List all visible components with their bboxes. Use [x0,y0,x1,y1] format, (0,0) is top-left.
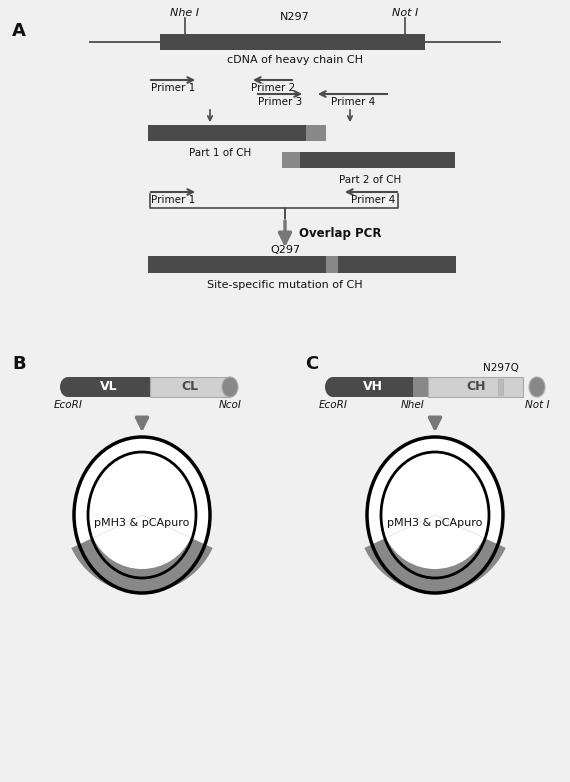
Text: pMH3 & pCApuro: pMH3 & pCApuro [94,518,190,528]
Wedge shape [71,515,213,593]
Ellipse shape [60,377,76,397]
Text: Primer 1: Primer 1 [151,83,195,93]
Ellipse shape [325,377,341,397]
Wedge shape [364,515,506,593]
Text: A: A [12,22,26,40]
Text: CH: CH [466,381,486,393]
Text: Primer 2: Primer 2 [251,83,295,93]
Text: VL: VL [100,381,118,393]
Text: Not I: Not I [525,400,549,410]
Text: CL: CL [181,381,198,393]
Bar [160,34,425,50]
Text: C: C [305,355,318,373]
Text: pMH3 & pCApuro: pMH3 & pCApuro [387,518,483,528]
Text: Part 1 of CH: Part 1 of CH [189,148,251,158]
Text: Overlap PCR: Overlap PCR [299,228,381,241]
Bar [300,152,455,168]
Text: Primer 1: Primer 1 [151,195,195,205]
Text: N297Q: N297Q [483,363,519,373]
Text: EcoRI: EcoRI [54,400,83,410]
Text: Part 2 of CH: Part 2 of CH [339,175,401,185]
Bar [306,125,326,141]
Ellipse shape [367,437,503,593]
Ellipse shape [222,377,238,397]
Text: cDNA of heavy chain CH: cDNA of heavy chain CH [227,55,363,65]
Ellipse shape [529,377,545,397]
Bar [282,152,300,168]
Text: Primer 4: Primer 4 [331,97,375,107]
Text: Primer 3: Primer 3 [258,97,302,107]
Text: Not I: Not I [392,8,418,18]
Text: B: B [12,355,26,373]
Bar [68,377,150,397]
Text: Q297: Q297 [270,245,300,255]
Bar [326,256,338,273]
Bar [150,377,230,397]
Bar [148,125,306,141]
Text: NheI: NheI [401,400,425,410]
Text: VH: VH [363,381,383,393]
Bar [498,379,503,395]
Bar [338,256,456,273]
Bar [148,256,326,273]
Ellipse shape [74,437,210,593]
Text: Nhe I: Nhe I [170,8,200,18]
Bar [428,377,523,397]
Wedge shape [386,515,484,569]
Text: NcoI: NcoI [218,400,242,410]
Text: Site-specific mutation of CH: Site-specific mutation of CH [207,280,363,290]
Bar [413,377,428,397]
Text: N297: N297 [280,12,310,22]
Wedge shape [93,515,191,569]
Text: EcoRI: EcoRI [319,400,348,410]
Bar [333,377,413,397]
Text: Primer 4: Primer 4 [351,195,395,205]
